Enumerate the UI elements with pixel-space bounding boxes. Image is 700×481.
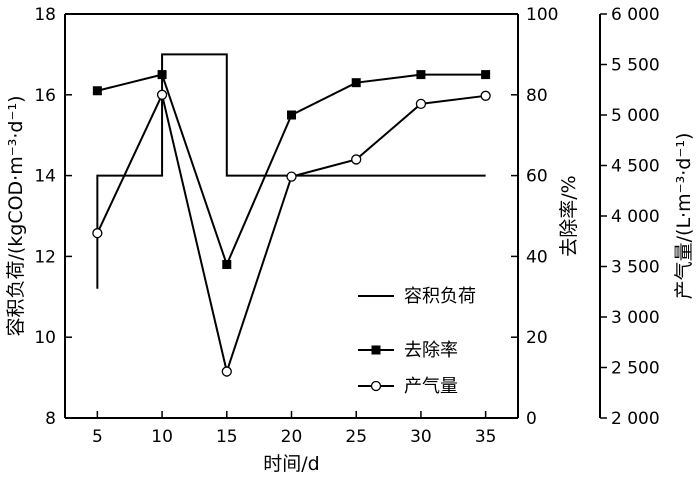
x-tick-label: 5 [92,427,103,447]
x-tick-label: 10 [151,427,173,447]
axes: 5 10 15 20 25 30 35 8 10 12 14 16 18 0 20 40 60 80 100 2 00… [5,5,695,475]
series-marker-circle [351,154,362,165]
series-marker-circle [92,228,103,239]
y-right2-tick-label: 4 500 [611,157,660,177]
series-marker-square [351,78,361,88]
series-marker-circle [480,90,491,101]
y-right1-tick-label: 60 [526,167,548,187]
y-right2-tick-label: 2 500 [611,359,660,379]
legend-label: 去除率 [404,340,458,361]
legend-marker-circle [370,380,382,392]
series-marker-square [287,110,296,120]
y-left-tick-label: 14 [34,167,56,187]
x-tick-label: 35 [475,427,497,447]
series-marker-circle [221,366,232,377]
y-left-tick-label: 10 [34,328,56,348]
x-axis-title: 时间/d [263,453,319,475]
y-right1-tick-label: 0 [526,409,537,429]
y-left-axis-title: 容积负荷/(kgCOD·m⁻³·d⁻¹) [5,95,27,336]
y-right2-tick-label: 3 500 [611,258,660,278]
series-line [96,53,486,289]
y-right2-tick-label: 2 000 [611,409,660,429]
y-right2-tick-label: 3 000 [611,308,660,328]
y-right1-tick-label: 80 [526,86,548,106]
y-right2-tick-label: 6 000 [611,5,660,25]
x-tick-label: 25 [345,427,367,447]
series-marker-square [416,70,426,80]
y-left-tick-label: 16 [34,86,56,106]
legend-marker-square [371,345,381,355]
y-right2-tick-label: 5 000 [611,106,660,126]
x-tick-label: 30 [410,427,432,447]
x-tick-label: 20 [281,427,303,447]
y-right1-tick-label: 40 [526,247,548,267]
legend-label: 产气量 [404,376,458,397]
legend-label: 容积负荷 [404,286,476,307]
y-left-tick-label: 8 [45,409,56,429]
y-right2-tick-label: 4 000 [611,207,660,227]
y-right1-tick-label: 20 [526,328,548,348]
series-marker-circle [415,98,427,110]
x-tick-label: 15 [216,427,238,447]
series-marker-square [481,70,491,80]
series-marker-square [222,259,232,269]
series-marker-square [157,70,167,80]
series-marker-circle [286,171,297,182]
series [92,53,491,377]
y-right1-axis-title: 去除率/% [558,175,580,256]
y-right1-tick-label: 100 [526,5,558,25]
series-marker-circle [156,89,168,100]
y-right2-axis-title: 产气量/(L·m⁻³·d⁻¹) [673,133,695,300]
y-left-tick-label: 12 [34,247,56,267]
series-line [96,91,486,376]
y-right2-tick-label: 5 500 [611,56,660,76]
y-left-tick-label: 18 [34,5,56,25]
series-marker-square [92,86,102,96]
